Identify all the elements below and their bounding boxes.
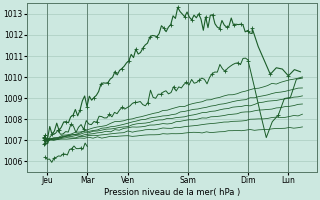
- X-axis label: Pression niveau de la mer( hPa ): Pression niveau de la mer( hPa ): [104, 188, 240, 197]
